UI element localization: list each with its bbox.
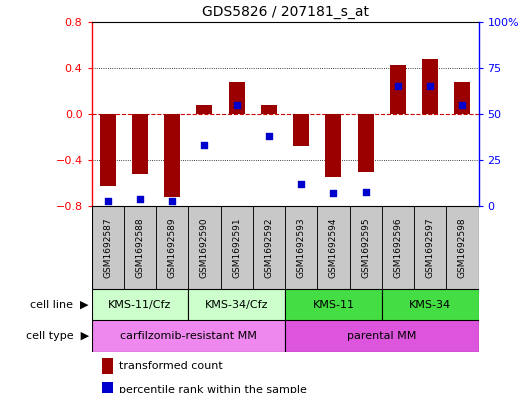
Bar xyxy=(317,206,349,289)
Point xyxy=(232,101,241,108)
Point xyxy=(426,83,434,89)
Title: GDS5826 / 207181_s_at: GDS5826 / 207181_s_at xyxy=(201,5,369,19)
Bar xyxy=(229,82,245,114)
Point xyxy=(394,83,402,89)
Bar xyxy=(285,289,382,320)
Text: cell line  ▶: cell line ▶ xyxy=(30,299,89,310)
Text: KMS-11/Cfz: KMS-11/Cfz xyxy=(108,299,172,310)
Bar xyxy=(196,105,212,114)
Text: GSM1692595: GSM1692595 xyxy=(361,217,370,278)
Bar xyxy=(221,206,253,289)
Text: carfilzomib-resistant MM: carfilzomib-resistant MM xyxy=(120,331,257,341)
Point xyxy=(168,198,176,204)
Bar xyxy=(382,289,479,320)
Bar xyxy=(99,114,116,185)
Bar xyxy=(414,206,446,289)
Text: KMS-34: KMS-34 xyxy=(409,299,451,310)
Text: GSM1692592: GSM1692592 xyxy=(265,217,274,278)
Text: GSM1692597: GSM1692597 xyxy=(426,217,435,278)
Bar xyxy=(446,206,479,289)
Text: KMS-11: KMS-11 xyxy=(312,299,355,310)
Text: cell type  ▶: cell type ▶ xyxy=(26,331,89,341)
Bar xyxy=(156,206,188,289)
Text: GSM1692587: GSM1692587 xyxy=(103,217,112,278)
Text: GSM1692594: GSM1692594 xyxy=(329,217,338,278)
Point xyxy=(265,133,273,139)
Text: GSM1692593: GSM1692593 xyxy=(297,217,305,278)
Text: KMS-34/Cfz: KMS-34/Cfz xyxy=(205,299,268,310)
Bar xyxy=(285,320,479,352)
Bar xyxy=(188,206,221,289)
Bar xyxy=(422,59,438,114)
Text: GSM1692589: GSM1692589 xyxy=(168,217,177,278)
Bar xyxy=(188,289,285,320)
Bar xyxy=(382,206,414,289)
Bar xyxy=(390,66,406,114)
Bar xyxy=(285,206,317,289)
Text: transformed count: transformed count xyxy=(119,361,222,371)
Bar xyxy=(92,320,285,352)
Bar xyxy=(92,206,124,289)
Bar xyxy=(92,289,188,320)
Bar xyxy=(325,114,342,178)
Bar xyxy=(358,114,374,172)
Bar xyxy=(132,114,148,174)
Point xyxy=(200,142,209,149)
Text: percentile rank within the sample: percentile rank within the sample xyxy=(119,385,306,393)
Point xyxy=(361,188,370,195)
Text: GSM1692591: GSM1692591 xyxy=(232,217,241,278)
Text: GSM1692598: GSM1692598 xyxy=(458,217,467,278)
Bar xyxy=(253,206,285,289)
Point xyxy=(329,190,338,196)
Text: GSM1692588: GSM1692588 xyxy=(135,217,144,278)
Bar xyxy=(261,105,277,114)
Point xyxy=(135,196,144,202)
Text: GSM1692596: GSM1692596 xyxy=(393,217,402,278)
Bar xyxy=(124,206,156,289)
Bar xyxy=(164,114,180,197)
Bar xyxy=(349,206,382,289)
Bar xyxy=(454,82,471,114)
Text: parental MM: parental MM xyxy=(347,331,416,341)
Bar xyxy=(293,114,309,146)
Point xyxy=(458,101,467,108)
Point xyxy=(297,181,305,187)
Point xyxy=(104,198,112,204)
Text: GSM1692590: GSM1692590 xyxy=(200,217,209,278)
